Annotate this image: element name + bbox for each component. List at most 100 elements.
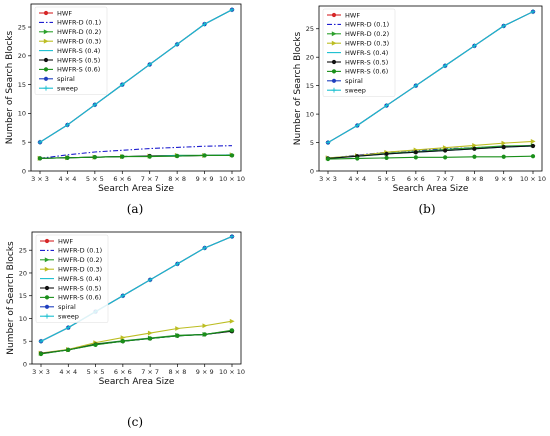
legend-label: HWFR-S (0.4) (57, 47, 100, 55)
x-axis-label: Search Area Size (98, 184, 174, 194)
legend-marker (331, 87, 337, 93)
plot-frame (30, 3, 242, 172)
x-tick-label: 8 × 8 (465, 175, 483, 183)
chart-panel-3: 0 5 10 15 20 25 3 × 3 4 × 4 5 × 5 6 × 6 7 × 7 8 × 8… (6, 231, 245, 429)
legend-label: HWFR-S (0.6) (58, 294, 101, 302)
data-point (413, 83, 419, 89)
y-tick-label: 0 (310, 167, 314, 175)
data-point (38, 338, 44, 344)
data-point (530, 139, 536, 144)
x-tick-label: 9 × 9 (196, 175, 214, 183)
data-point (229, 234, 235, 239)
data-point (229, 7, 235, 13)
y-axis-label: Number of Search Blocks (5, 31, 15, 145)
data-point (147, 62, 153, 67)
y-tick-label: 15 (19, 292, 27, 300)
series-line (40, 320, 233, 354)
data-point (384, 151, 389, 157)
legend-label: HWFR-D (0.1) (58, 247, 102, 255)
data-point (355, 156, 360, 161)
legend-label: HWFR-S (0.6) (345, 68, 388, 76)
legend-label: HWFR-S (0.6) (57, 66, 100, 74)
legend-marker (331, 78, 337, 83)
y-tick-label: 5 (310, 139, 314, 147)
data-point (202, 153, 207, 158)
data-point (501, 145, 506, 150)
y-tick-label: 25 (306, 25, 314, 33)
legend-label: HWFR-S (0.5) (58, 284, 101, 292)
legend-marker (43, 57, 49, 63)
legend-label: HWFR-D (0.2) (345, 30, 389, 38)
series-HWFR-S (0.6) (38, 328, 235, 357)
series-line (40, 329, 233, 355)
data-point (501, 154, 506, 159)
data-point (148, 336, 153, 341)
data-point (174, 41, 180, 47)
data-point (530, 154, 536, 159)
legend-label: HWFR-D (0.2) (58, 256, 102, 264)
legend-label: HWF (58, 237, 73, 245)
data-point (501, 140, 507, 146)
legend-label: HWFR-D (0.3) (57, 38, 101, 46)
legend-label: spiral (345, 77, 363, 85)
series-line (327, 155, 534, 160)
legend-label: HWF (345, 11, 360, 19)
data-point (92, 102, 98, 108)
legend-label: sweep (345, 87, 366, 95)
legend-label: HWFR-D (0.1) (57, 19, 101, 27)
data-point (472, 43, 477, 49)
data-point (120, 339, 125, 344)
legend-marker (43, 85, 49, 91)
data-point (92, 155, 97, 160)
legend-label: HWF (57, 9, 72, 17)
series-sweep (37, 7, 235, 145)
legend-label: HWFR-S (0.5) (345, 58, 388, 66)
x-tick-label: 5 × 5 (86, 175, 104, 183)
series-HWFR-S (0.6) (325, 154, 536, 162)
y-tick-label: 20 (19, 269, 27, 277)
legend-marker (44, 313, 50, 319)
legend-marker (43, 38, 49, 44)
legend-label: spiral (57, 75, 75, 83)
series-HWFR-D (0.1) (39, 145, 233, 159)
data-point (442, 63, 448, 69)
data-point (120, 154, 125, 159)
legend-label: HWFR-S (0.4) (345, 49, 388, 57)
x-tick-label: 8 × 8 (168, 175, 186, 183)
data-point (472, 154, 477, 159)
series-line (327, 145, 534, 160)
panel-caption: (a) (127, 202, 144, 216)
data-point (119, 82, 125, 88)
data-point (38, 351, 44, 357)
y-tick-label: 20 (306, 54, 314, 62)
panel-caption: (b) (418, 202, 435, 216)
data-point (65, 325, 71, 330)
x-tick-label: 6 × 6 (114, 368, 132, 376)
data-point (202, 245, 208, 251)
series-sweep (325, 9, 536, 145)
legend-marker (44, 295, 50, 300)
data-point (472, 142, 478, 148)
series-line (327, 11, 534, 144)
series-line (39, 145, 233, 159)
series-line (39, 9, 233, 143)
x-tick-label: 5 × 5 (378, 175, 396, 183)
y-tick-label: 25 (18, 23, 26, 31)
x-tick-label: 3 × 3 (319, 175, 337, 183)
data-point (229, 153, 235, 158)
x-tick-label: 4 × 4 (58, 175, 76, 183)
y-tick-label: 0 (23, 360, 27, 368)
y-tick-label: 10 (19, 315, 27, 323)
series-line (39, 154, 232, 159)
legend-label: HWFR-S (0.4) (58, 275, 101, 283)
x-tick-label: 6 × 6 (407, 175, 425, 183)
y-tick-label: 0 (22, 167, 26, 175)
legend-label: HWFR-D (0.3) (58, 266, 102, 274)
x-tick-label: 7 × 7 (141, 175, 159, 183)
legend-marker (331, 69, 337, 74)
x-tick-label: 9 × 9 (196, 368, 214, 376)
